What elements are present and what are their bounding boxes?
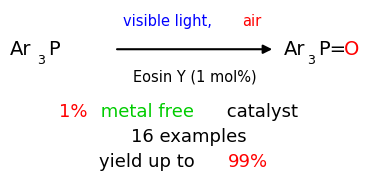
Text: P=: P= bbox=[318, 40, 346, 59]
Text: catalyst: catalyst bbox=[221, 103, 298, 121]
Text: air: air bbox=[242, 14, 261, 29]
Text: Ar: Ar bbox=[284, 40, 306, 59]
Text: 3: 3 bbox=[37, 54, 45, 67]
Text: 3: 3 bbox=[308, 54, 316, 67]
Text: 1%: 1% bbox=[59, 103, 87, 121]
Text: Ar: Ar bbox=[9, 40, 31, 59]
Text: 16 examples: 16 examples bbox=[131, 128, 247, 146]
Text: Eosin Y (1 mol%): Eosin Y (1 mol%) bbox=[133, 69, 256, 84]
Text: metal free: metal free bbox=[95, 103, 194, 121]
Text: P: P bbox=[48, 40, 59, 59]
Text: yield up to: yield up to bbox=[99, 153, 200, 171]
Text: 99%: 99% bbox=[228, 153, 268, 171]
Text: O: O bbox=[343, 40, 359, 59]
Text: visible light,: visible light, bbox=[123, 14, 216, 29]
